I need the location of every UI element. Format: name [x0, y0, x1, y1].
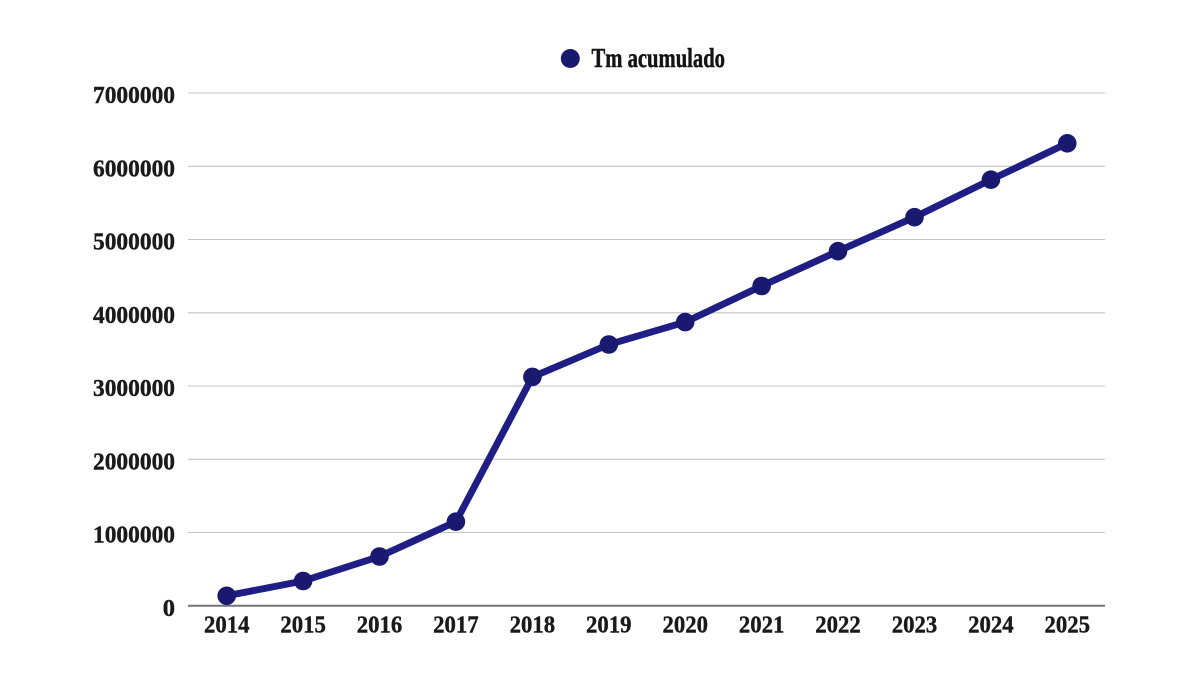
- svg-text:3000000: 3000000: [93, 375, 175, 402]
- svg-text:2024: 2024: [968, 612, 1014, 639]
- svg-text:0: 0: [163, 595, 175, 622]
- svg-text:2025: 2025: [1045, 612, 1091, 639]
- svg-text:7000000: 7000000: [93, 82, 175, 109]
- svg-text:2023: 2023: [892, 612, 938, 639]
- svg-text:2019: 2019: [586, 612, 632, 639]
- svg-text:2015: 2015: [280, 612, 326, 639]
- svg-text:2022: 2022: [815, 612, 861, 639]
- svg-text:2021: 2021: [739, 612, 785, 639]
- svg-text:2000000: 2000000: [93, 449, 175, 476]
- svg-text:Tm acumulado: Tm acumulado: [592, 43, 726, 73]
- svg-text:1000000: 1000000: [93, 522, 175, 549]
- svg-text:2020: 2020: [662, 612, 708, 639]
- svg-text:2017: 2017: [433, 612, 479, 639]
- svg-text:5000000: 5000000: [93, 229, 175, 256]
- svg-text:2018: 2018: [510, 612, 556, 639]
- svg-text:2014: 2014: [204, 612, 250, 639]
- svg-text:6000000: 6000000: [93, 156, 175, 183]
- svg-text:2016: 2016: [357, 612, 403, 639]
- svg-text:4000000: 4000000: [93, 302, 175, 329]
